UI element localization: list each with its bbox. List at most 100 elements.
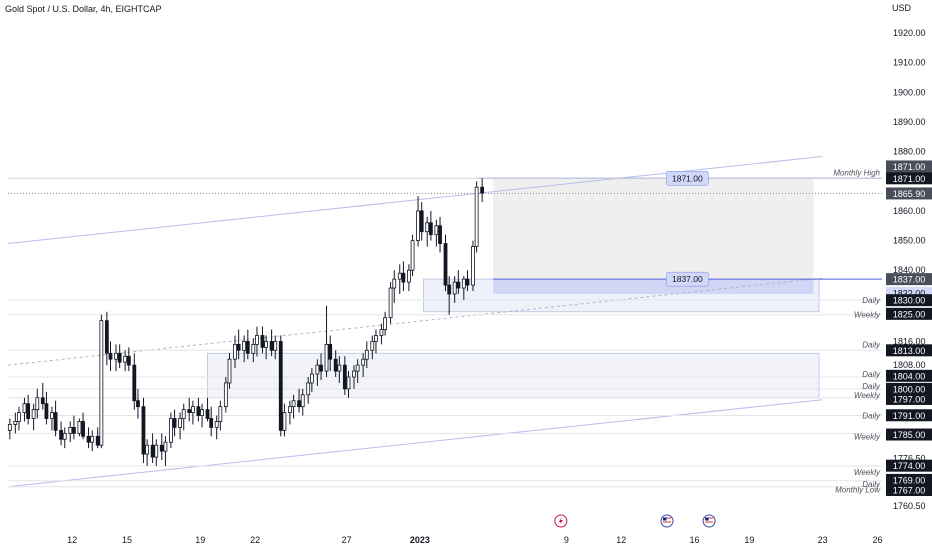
chart-title: Gold Spot / U.S. Dollar, 4h, EIGHTCAP — [5, 4, 162, 14]
trendline-1[interactable] — [7, 399, 823, 488]
candle-body — [72, 427, 76, 434]
price-tag-12: 1785.00 — [886, 428, 932, 441]
candles-layer — [7, 178, 485, 466]
candle-27 — [132, 353, 137, 410]
candle-body — [352, 370, 356, 378]
candle-body — [315, 364, 320, 375]
y-tick-label: 1860.00 — [893, 206, 926, 216]
trendline-2[interactable] — [7, 277, 823, 366]
candle-body — [163, 441, 168, 452]
price-tag-bg — [886, 473, 932, 486]
price-tag-text: 1837.00 — [893, 275, 926, 285]
flag-stripe — [705, 523, 714, 525]
candle-body — [297, 400, 301, 408]
candle-71 — [333, 350, 338, 377]
us-flag-icon[interactable] — [702, 514, 716, 528]
flag-stripe — [663, 519, 672, 521]
candle-53 — [251, 338, 256, 363]
y-tick-label: 1760.50 — [893, 501, 926, 511]
lightning-icon[interactable] — [554, 514, 568, 528]
candle-body — [114, 352, 118, 360]
candle-14 — [72, 415, 76, 440]
candle-body — [77, 421, 82, 434]
candle-body — [205, 409, 210, 419]
candle-body — [419, 210, 424, 233]
candle-body — [169, 418, 173, 443]
candle-body — [374, 335, 378, 342]
candle-body — [278, 341, 283, 431]
price-tag-1: 1871.00 — [886, 172, 932, 185]
candle-82 — [383, 311, 388, 336]
price-tag-text: 1871.00 — [893, 162, 926, 172]
candle-body — [255, 335, 259, 345]
level-label-5: Daily — [862, 382, 881, 391]
events-layer[interactable] — [554, 514, 716, 528]
x-tick-label: 27 — [342, 535, 352, 545]
candle-55 — [260, 326, 265, 354]
price-callout-0[interactable]: 1871.00 — [666, 171, 709, 186]
price-tag-0: 1871.00 — [886, 160, 932, 173]
price-tag-text: 1865.90 — [893, 189, 926, 199]
flag-stripe — [705, 521, 714, 523]
x-axis[interactable]: 12 15 19 22 27 2023 9 12 16 19 23 26 — [67, 535, 882, 545]
price-tag-text: 1832.00 — [893, 289, 926, 299]
level-label-9: Weekly — [854, 468, 881, 477]
candle-51 — [242, 335, 247, 363]
candle-body — [306, 382, 311, 396]
candle-97 — [452, 276, 457, 303]
price-callout-1[interactable]: 1837.00 — [666, 271, 709, 287]
candle-body — [187, 409, 192, 413]
candle-body — [443, 243, 448, 286]
x-tick-label: 26 — [873, 535, 883, 545]
candle-body — [452, 281, 457, 295]
candle-body — [471, 246, 475, 286]
candle-49 — [233, 335, 237, 369]
candle-62 — [291, 394, 296, 419]
candle-43 — [205, 397, 210, 422]
candle-6 — [35, 388, 40, 419]
price-tag-bg — [886, 187, 932, 200]
candle-2 — [17, 406, 21, 431]
candle-59 — [278, 335, 283, 437]
candle-body — [273, 341, 278, 351]
price-tag-bg — [886, 273, 932, 286]
candle-32 — [154, 439, 159, 466]
y-tick-label: 1880.00 — [893, 147, 926, 157]
candle-87 — [407, 264, 411, 291]
candle-30 — [145, 439, 150, 466]
zone-2[interactable] — [493, 279, 814, 294]
level-label-10: Daily — [862, 480, 881, 489]
price-tag-9: 1800.00 — [886, 382, 932, 395]
candle-body — [196, 406, 201, 416]
candle-body — [309, 373, 314, 384]
candle-67 — [315, 359, 320, 386]
candle-body — [145, 444, 150, 455]
candle-body — [154, 444, 159, 458]
candle-body — [242, 341, 247, 351]
candle-57 — [269, 329, 274, 357]
candle-body — [26, 403, 31, 419]
candle-body — [456, 281, 461, 289]
candle-31 — [150, 433, 155, 463]
candle-73 — [342, 356, 347, 395]
candle-41 — [196, 397, 201, 422]
candle-body — [7, 424, 12, 431]
us-flag-icon[interactable] — [660, 514, 674, 528]
level-label-3: Daily — [862, 340, 881, 349]
candle-74 — [346, 371, 351, 398]
price-tag-3: 1837.00 — [886, 273, 932, 286]
candle-56 — [264, 335, 269, 360]
zone-1[interactable] — [493, 178, 814, 280]
candle-body — [44, 403, 49, 419]
x-tick-label: 9 — [564, 535, 569, 545]
x-tick-label: 19 — [195, 535, 205, 545]
candle-body — [68, 427, 73, 434]
candle-58 — [273, 335, 278, 360]
candle-body — [214, 421, 219, 428]
candle-28 — [136, 388, 140, 419]
candle-body — [425, 222, 430, 233]
price-tag-bg — [886, 172, 932, 185]
candle-42 — [200, 403, 204, 428]
